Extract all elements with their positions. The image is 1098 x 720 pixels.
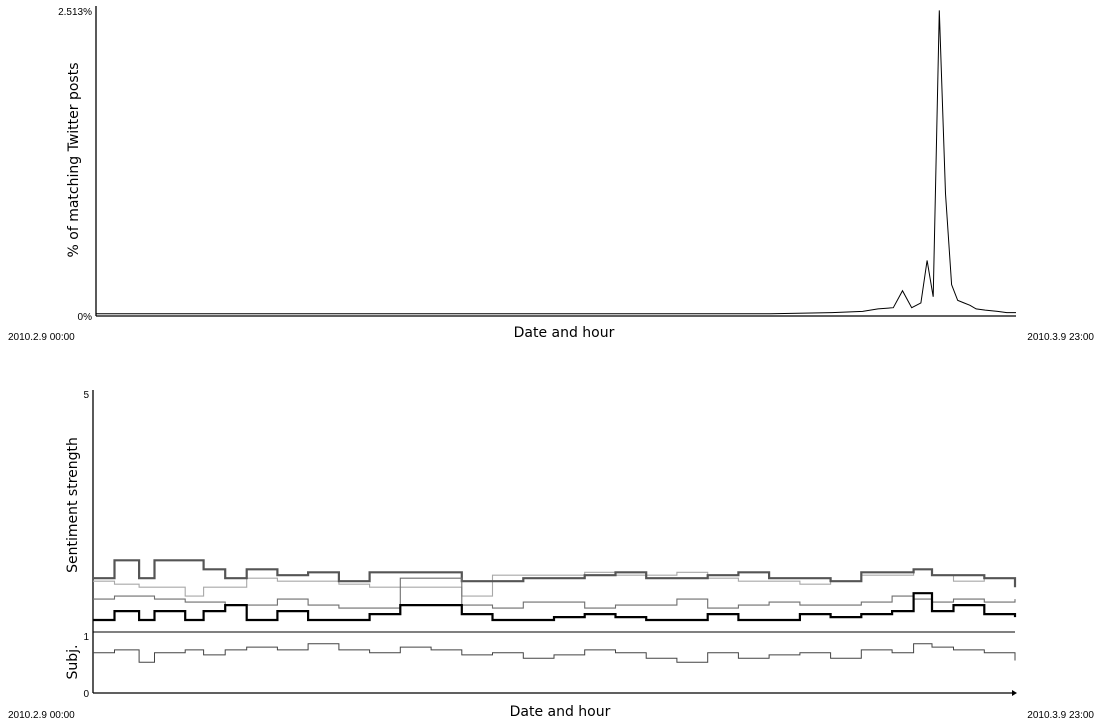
top-y-tick-max: 2.513% bbox=[58, 7, 92, 18]
sentiment-series-3-line bbox=[93, 577, 1016, 609]
twitter-volume-line bbox=[96, 10, 1016, 315]
chart-sentiment: 5 1 0 Sentiment strength Subj. Date and … bbox=[8, 390, 1094, 720]
top-x-start-label: 2010.2.9 00:00 bbox=[8, 332, 75, 343]
bottom-x-axis-arrow bbox=[1012, 690, 1017, 696]
sentiment-series bbox=[93, 559, 1017, 663]
bottom-y-axis-label: Sentiment strength bbox=[65, 437, 81, 573]
chart-twitter-volume: 2.513% 0% % of matching Twitter posts Da… bbox=[8, 6, 1094, 343]
sentiment-series-4-line bbox=[93, 592, 1017, 622]
subjectivity-line bbox=[93, 643, 1016, 663]
bottom-y-tick-one: 1 bbox=[83, 632, 89, 643]
bottom-x-axis-label: Date and hour bbox=[510, 704, 611, 720]
top-x-end-label: 2010.3.9 23:00 bbox=[1027, 332, 1094, 343]
bottom-x-start-label: 2010.2.9 00:00 bbox=[8, 710, 75, 720]
bottom-y-tick-max: 5 bbox=[83, 390, 89, 401]
top-y-axis-label: % of matching Twitter posts bbox=[66, 63, 82, 258]
bottom-x-end-label: 2010.3.9 23:00 bbox=[1027, 710, 1094, 720]
top-x-axis-label: Date and hour bbox=[514, 325, 615, 341]
subjectivity-axis-label: Subj. bbox=[65, 645, 81, 680]
bottom-y-tick-zero: 0 bbox=[83, 689, 89, 700]
top-y-tick-min: 0% bbox=[78, 312, 93, 323]
sentiment-series-2-line bbox=[93, 559, 1017, 588]
